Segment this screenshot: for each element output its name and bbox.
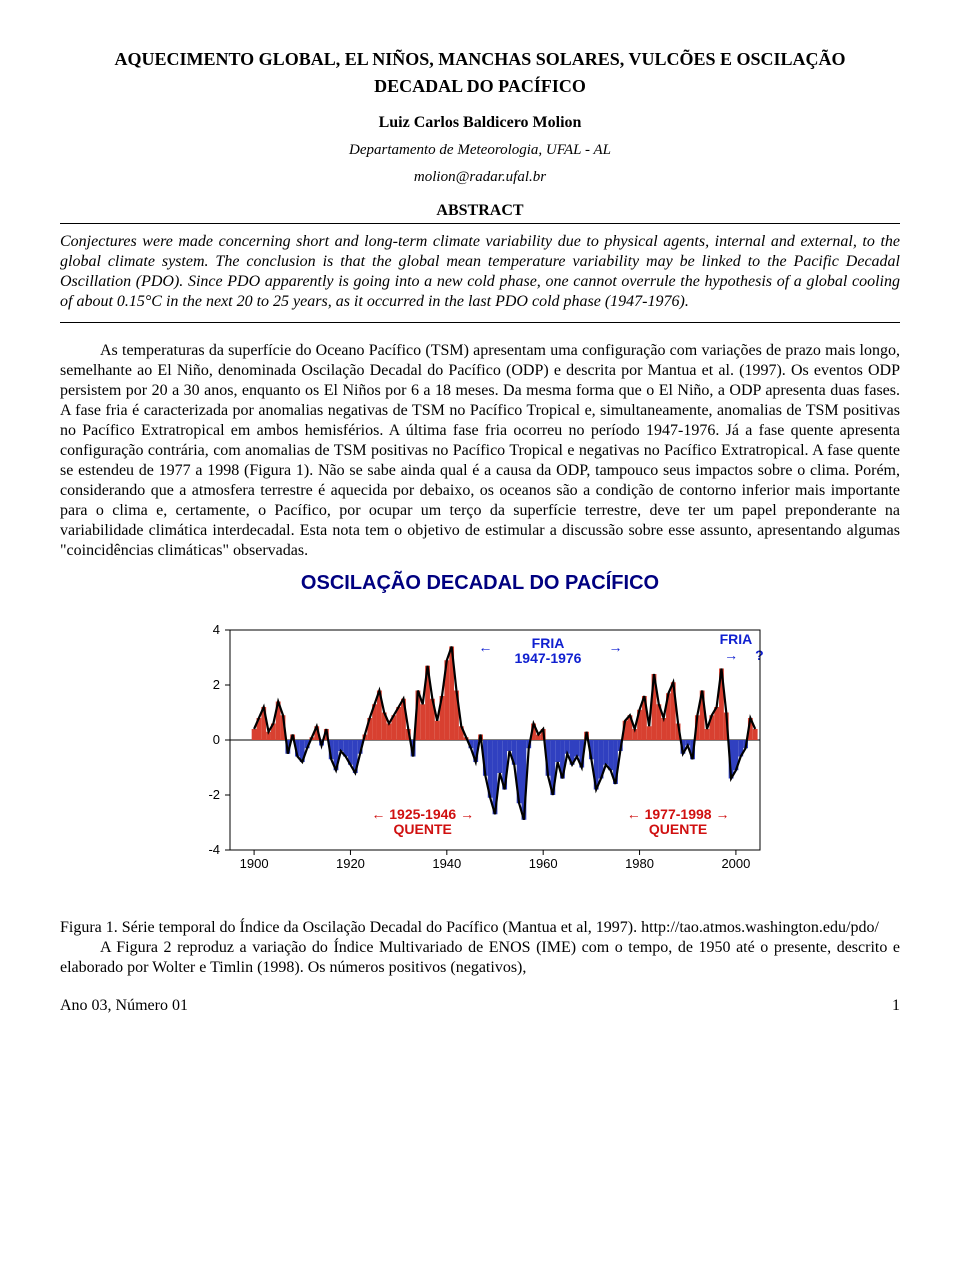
- svg-text:1920: 1920: [336, 856, 365, 871]
- svg-text:← 1925-1946 →: ← 1925-1946 →: [371, 806, 474, 822]
- svg-text:?: ?: [755, 647, 764, 663]
- paper-title-line2: DECADAL DO PACÍFICO: [60, 75, 900, 98]
- body-paragraph: As temperaturas da superfície do Oceano …: [60, 341, 900, 561]
- rule-top: [60, 223, 900, 224]
- svg-text:-4: -4: [208, 842, 220, 857]
- svg-text:← 1977-1998 →: ← 1977-1998 →: [627, 806, 730, 822]
- svg-text:QUENTE: QUENTE: [394, 821, 452, 837]
- chart-title: OSCILAÇÃO DECADAL DO PACÍFICO: [60, 571, 900, 596]
- svg-text:→: →: [608, 639, 622, 655]
- page-footer: Ano 03, Número 01 1: [60, 996, 900, 1016]
- abstract-heading: ABSTRACT: [60, 201, 900, 221]
- svg-text:2: 2: [213, 677, 220, 692]
- svg-text:1960: 1960: [529, 856, 558, 871]
- svg-text:4: 4: [213, 622, 220, 637]
- footer-left: Ano 03, Número 01: [60, 996, 188, 1016]
- footer-right: 1: [892, 996, 900, 1016]
- svg-text:1947-1976: 1947-1976: [515, 650, 582, 666]
- svg-text:←: ←: [478, 639, 492, 655]
- svg-text:2000: 2000: [721, 856, 750, 871]
- svg-text:-2: -2: [208, 787, 220, 802]
- svg-text:1980: 1980: [625, 856, 654, 871]
- paper-title-line1: AQUECIMENTO GLOBAL, EL NIÑOS, MANCHAS SO…: [60, 48, 900, 71]
- figure-caption-line1: Figura 1. Série temporal do Índice da Os…: [60, 919, 879, 936]
- svg-text:1940: 1940: [432, 856, 461, 871]
- rule-bottom: [60, 322, 900, 323]
- svg-text:1900: 1900: [240, 856, 269, 871]
- author-email: molion@radar.ufal.br: [60, 168, 900, 187]
- figure-caption-line2: A Figura 2 reproduz a variação do Índice…: [60, 938, 900, 978]
- svg-text:FRIA: FRIA: [532, 635, 565, 651]
- author-affiliation: Departamento de Meteorologia, UFAL - AL: [60, 141, 900, 160]
- author-name: Luiz Carlos Baldicero Molion: [60, 113, 900, 133]
- figure-1: OSCILAÇÃO DECADAL DO PACÍFICO -4 -2 0 2 4 190…: [60, 571, 900, 900]
- svg-text:→: →: [724, 647, 738, 663]
- pdo-chart: -4-2024190019201940196019802000FRIA1947-…: [180, 600, 780, 900]
- abstract-text: Conjectures were made concerning short a…: [60, 232, 900, 312]
- svg-text:QUENTE: QUENTE: [649, 821, 707, 837]
- svg-text:0: 0: [213, 732, 220, 747]
- figure-caption: Figura 1. Série temporal do Índice da Os…: [60, 918, 900, 978]
- svg-text:FRIA: FRIA: [720, 631, 753, 647]
